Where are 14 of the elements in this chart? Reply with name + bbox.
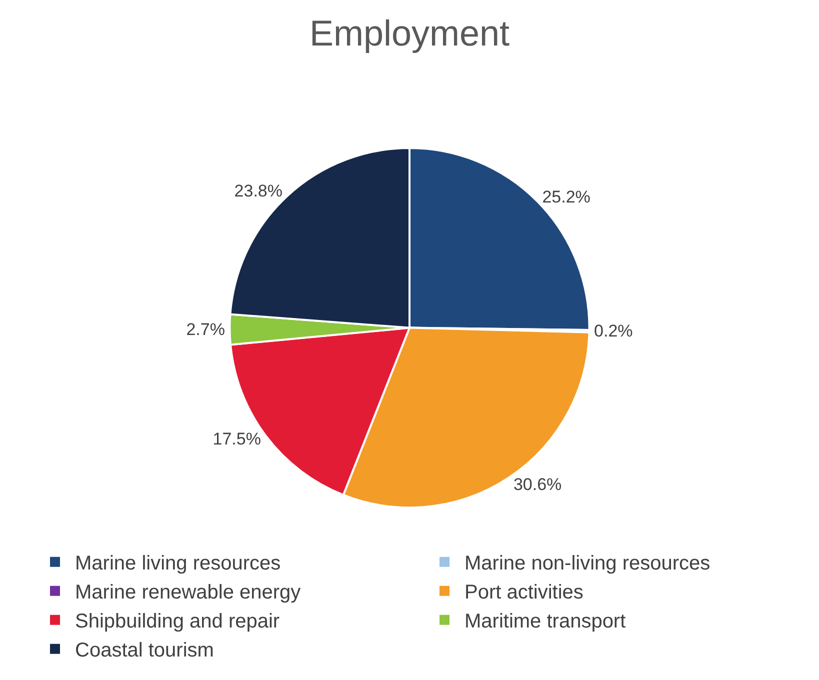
data-label: 30.6% [513,474,562,494]
legend-label: Marine renewable energy [75,582,301,604]
data-label: 23.8% [234,181,282,200]
chart-title: Employment [309,12,510,54]
legend-label: Port activities [464,582,584,604]
legend-label: Marine non-living resources [464,552,710,575]
legend-label: Marine living resources [75,552,281,575]
data-label: 0.2% [594,322,633,341]
data-label: 25.2% [542,187,590,206]
legend-label: Maritime transport [464,610,626,633]
legend-label: Coastal tourism [75,640,214,662]
data-label: 2.7% [186,320,225,339]
data-label: 17.5% [212,430,261,449]
legend-label: Shipbuilding and repair [75,610,280,633]
